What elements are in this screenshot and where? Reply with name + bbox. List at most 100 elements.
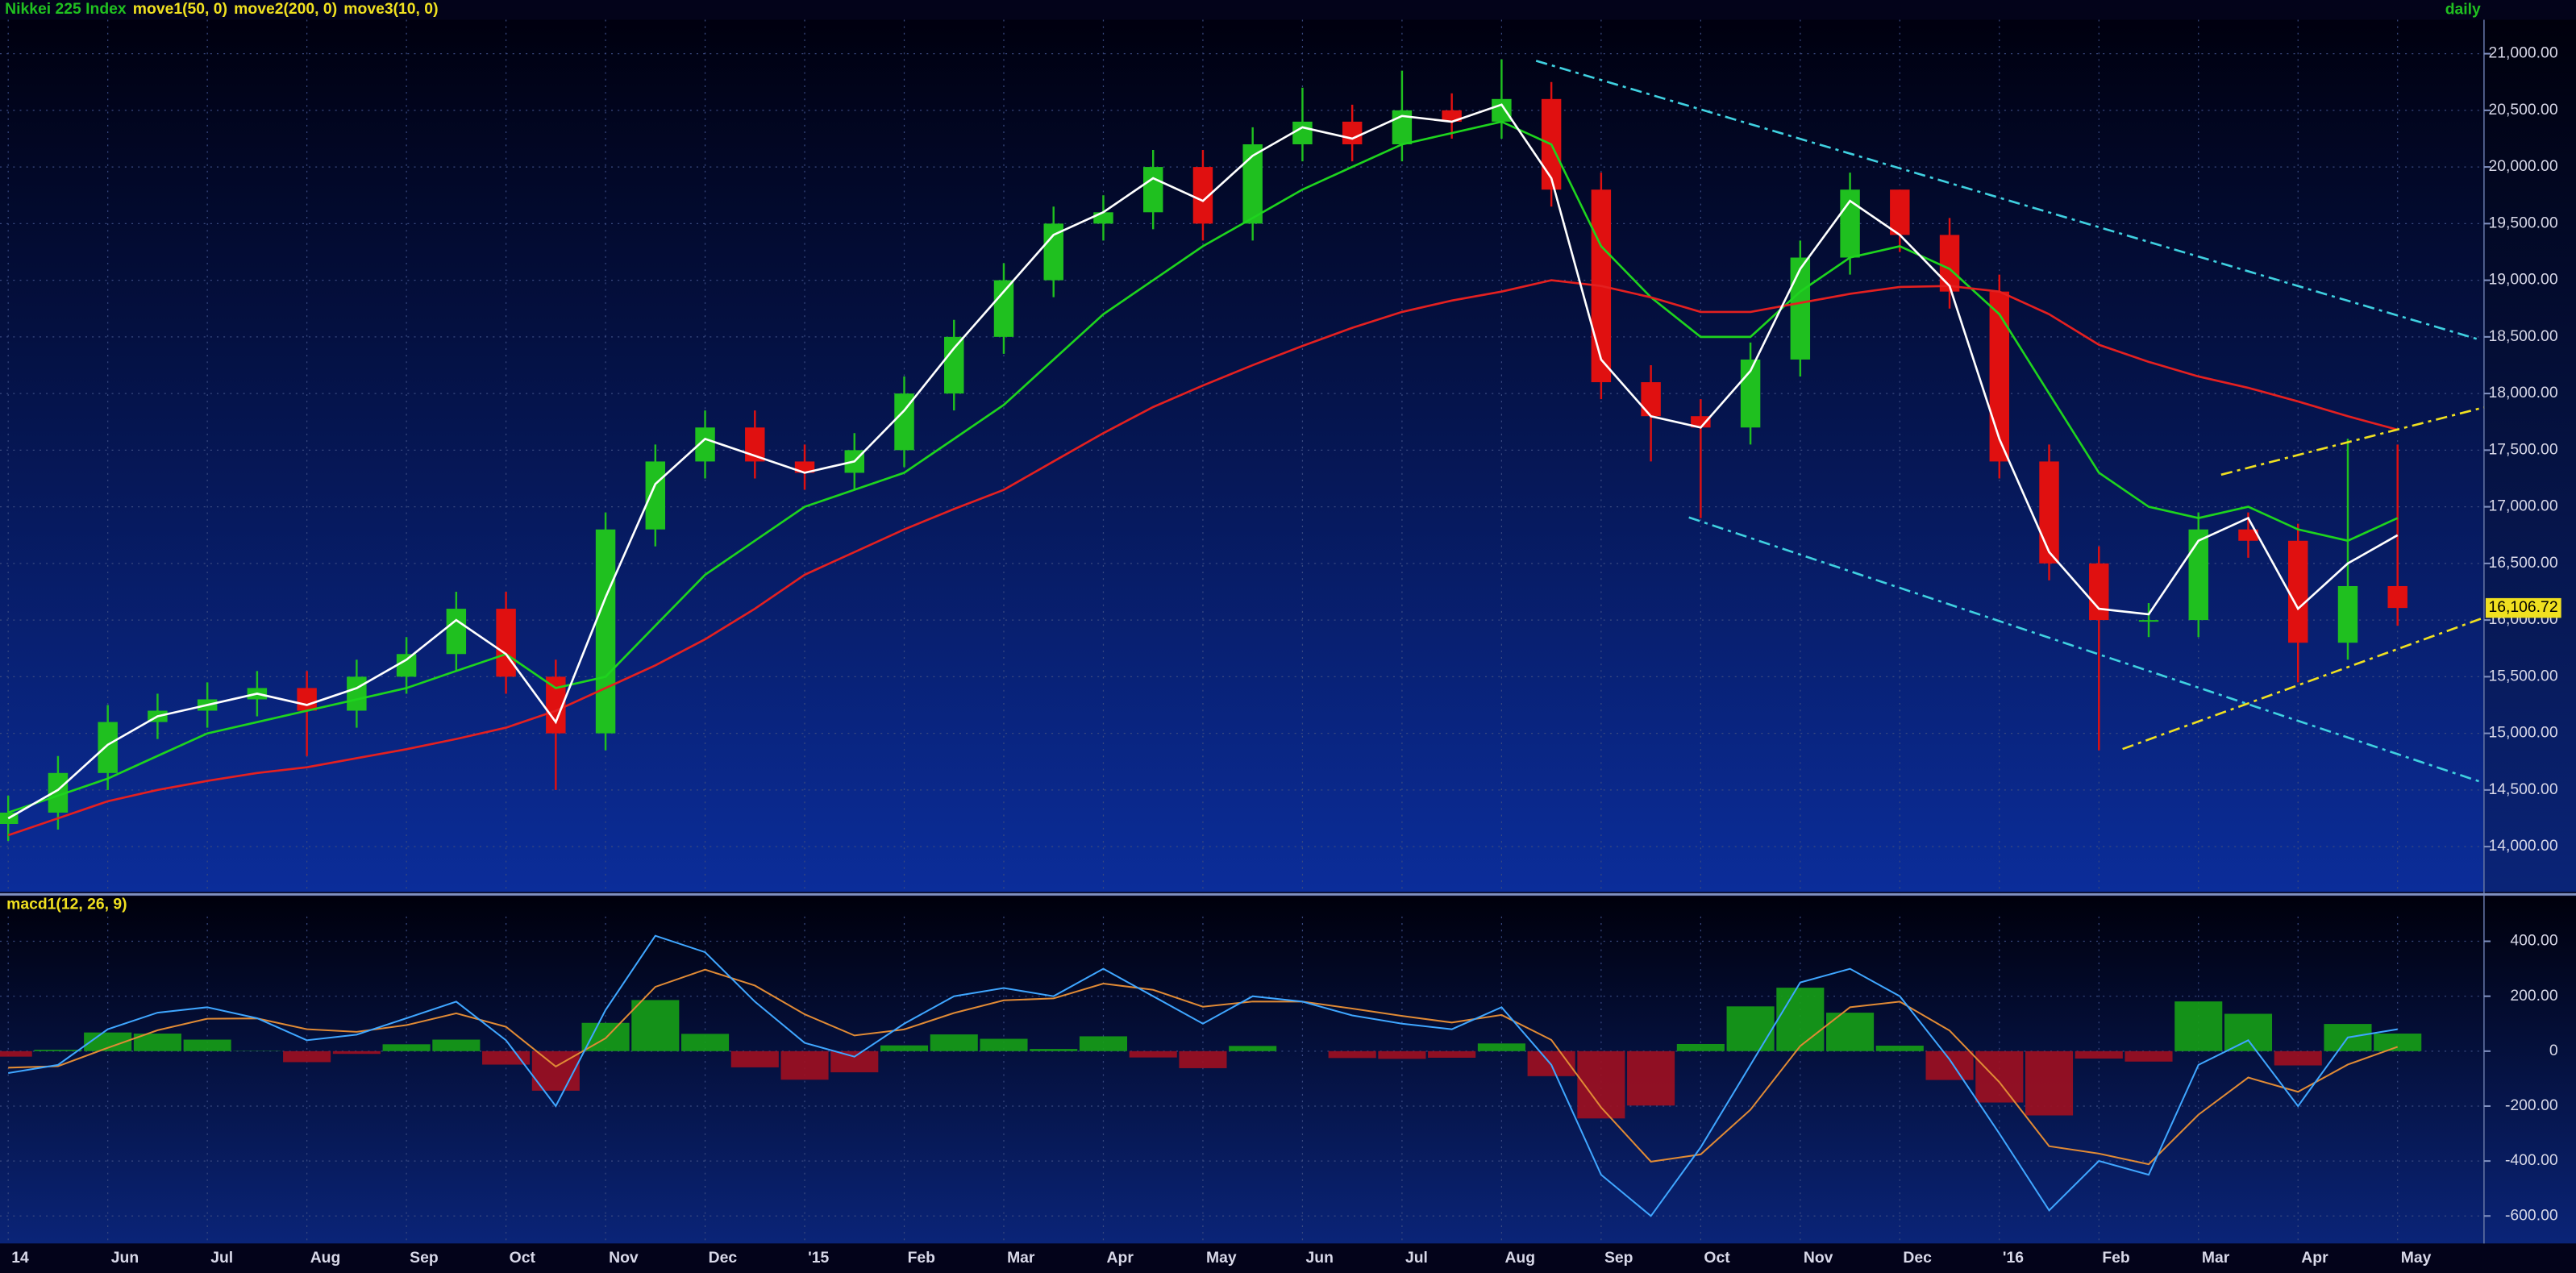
- trendline: [2220, 406, 2485, 476]
- y-tick-label: 15,500.00: [2489, 667, 2558, 684]
- candle-body: [1641, 382, 1661, 417]
- candle-body: [2288, 540, 2308, 643]
- x-tick-label: Oct: [1704, 1249, 1730, 1267]
- histogram-bar: [1179, 1050, 1227, 1068]
- histogram-bar: [482, 1050, 531, 1065]
- legend-entry: move3(10, 0): [343, 0, 438, 18]
- x-tick-label: Feb: [2102, 1249, 2130, 1267]
- histogram-bar: [1726, 1006, 1775, 1051]
- x-tick-label: Aug: [310, 1249, 341, 1267]
- y-tick-label: 19,000.00: [2489, 271, 2558, 289]
- histogram-bar: [1477, 1043, 1525, 1051]
- histogram-bar: [2025, 1050, 2074, 1116]
- candle-body: [645, 461, 666, 530]
- macd-panel: [0, 897, 2484, 1244]
- histogram-bar: [1079, 1036, 1128, 1051]
- candle-body: [297, 688, 317, 711]
- histogram-bar: [830, 1050, 879, 1073]
- y-tick-label: 19,500.00: [2489, 214, 2558, 231]
- candle-body: [2387, 585, 2407, 609]
- histogram-bar: [1627, 1050, 1675, 1106]
- y-tick-label: 17,000.00: [2489, 497, 2558, 515]
- y-tick-label: 15,000.00: [2489, 724, 2558, 742]
- candle-body: [1142, 167, 1163, 213]
- histogram-bar: [0, 1050, 32, 1057]
- candle-body: [595, 529, 616, 734]
- x-tick-label: Apr: [1107, 1249, 1134, 1267]
- histogram-bar: [283, 1050, 331, 1063]
- y-tick-label: 18,500.00: [2489, 327, 2558, 345]
- histogram-bar: [1776, 988, 1825, 1051]
- histogram-bar: [2224, 1013, 2273, 1051]
- candle-body: [2188, 529, 2208, 621]
- candle-body: [1292, 121, 1313, 145]
- ma-line: [7, 279, 2399, 837]
- y-tick-label: -600.00: [2505, 1206, 2558, 1224]
- candle-body: [1492, 98, 1512, 122]
- x-tick-label: Sep: [410, 1249, 439, 1267]
- candle-body: [347, 676, 367, 711]
- x-tick-label: '15: [808, 1249, 829, 1267]
- plot: 16,106.72 14 Jun Jul Aug Sep Oct Nov Dec '15 Feb Ma…: [0, 59, 2561, 1267]
- y-tick-label: -200.00: [2505, 1096, 2558, 1114]
- macd-axis-panel: [2483, 897, 2576, 1244]
- x-tick-label: Feb: [908, 1249, 936, 1267]
- trendline: [1535, 60, 2482, 342]
- ma-line: [7, 103, 2399, 820]
- y-tick-label: 200.00: [2510, 987, 2557, 1005]
- histogram-bar: [1676, 1043, 1725, 1051]
- x-tick-label: Dec: [1903, 1249, 1932, 1267]
- histogram-bar: [1378, 1050, 1426, 1059]
- histogram-bar: [1875, 1046, 1924, 1051]
- histogram-bar: [980, 1038, 1028, 1051]
- macd-title: macd1(12, 26, 9): [6, 896, 127, 913]
- candle-body: [993, 280, 1014, 337]
- legend-entry: move2(200, 0): [234, 0, 337, 18]
- candle-body: [1242, 144, 1263, 224]
- histogram-bar: [1826, 1013, 1875, 1051]
- x-tick-label: Aug: [1504, 1249, 1535, 1267]
- x-tick-label: '16: [2003, 1249, 2024, 1267]
- trendline: [2122, 616, 2485, 751]
- legend: Nikkei 225 Index move1(50, 0) move2(200, 0…: [5, 0, 438, 18]
- x-tick-label: Dec: [709, 1249, 738, 1267]
- candle-body: [1342, 121, 1363, 145]
- histogram-bar: [1428, 1050, 1476, 1059]
- y-tick-label: 16,500.00: [2489, 554, 2558, 572]
- x-tick-label: Apr: [2301, 1249, 2328, 1267]
- y-tick-label: 20,500.00: [2489, 101, 2558, 119]
- y-tick-label: 21,000.00: [2489, 44, 2558, 62]
- histogram-bar: [780, 1050, 829, 1080]
- histogram-bar: [1229, 1046, 1277, 1051]
- macd-line: [8, 934, 2398, 1217]
- price-panel: [0, 19, 2484, 892]
- x-tick-label: Mar: [1007, 1249, 1035, 1267]
- x-tick-label: Oct: [510, 1249, 536, 1267]
- candle-body: [2238, 529, 2258, 541]
- candle-body: [1890, 189, 1910, 235]
- histogram-bar: [34, 1050, 82, 1051]
- candle-body: [1691, 416, 1711, 428]
- histogram-bar: [2075, 1050, 2123, 1059]
- histogram-bar: [1129, 1050, 1177, 1058]
- candle-body: [2089, 563, 2109, 621]
- histogram-bar: [432, 1039, 481, 1051]
- y-tick-label: 17,500.00: [2489, 440, 2558, 458]
- x-tick-label: Mar: [2202, 1249, 2230, 1267]
- histogram-bar: [2174, 1001, 2223, 1051]
- candle-body: [1989, 291, 2010, 462]
- histogram-bar: [730, 1050, 779, 1067]
- histogram-bar: [1030, 1049, 1078, 1051]
- last-price-label: 16,106.72: [2489, 598, 2558, 616]
- trendlines: [1535, 60, 2485, 784]
- x-tick-label: Nov: [609, 1249, 639, 1267]
- x-tick-label: May: [2401, 1249, 2432, 1267]
- price-axis-panel: [2483, 19, 2576, 892]
- ma-line: [7, 120, 2399, 814]
- candle-body: [2337, 585, 2358, 643]
- candle-body: [2138, 620, 2159, 622]
- histogram-bar: [1925, 1050, 1974, 1080]
- histogram-bar: [332, 1050, 381, 1055]
